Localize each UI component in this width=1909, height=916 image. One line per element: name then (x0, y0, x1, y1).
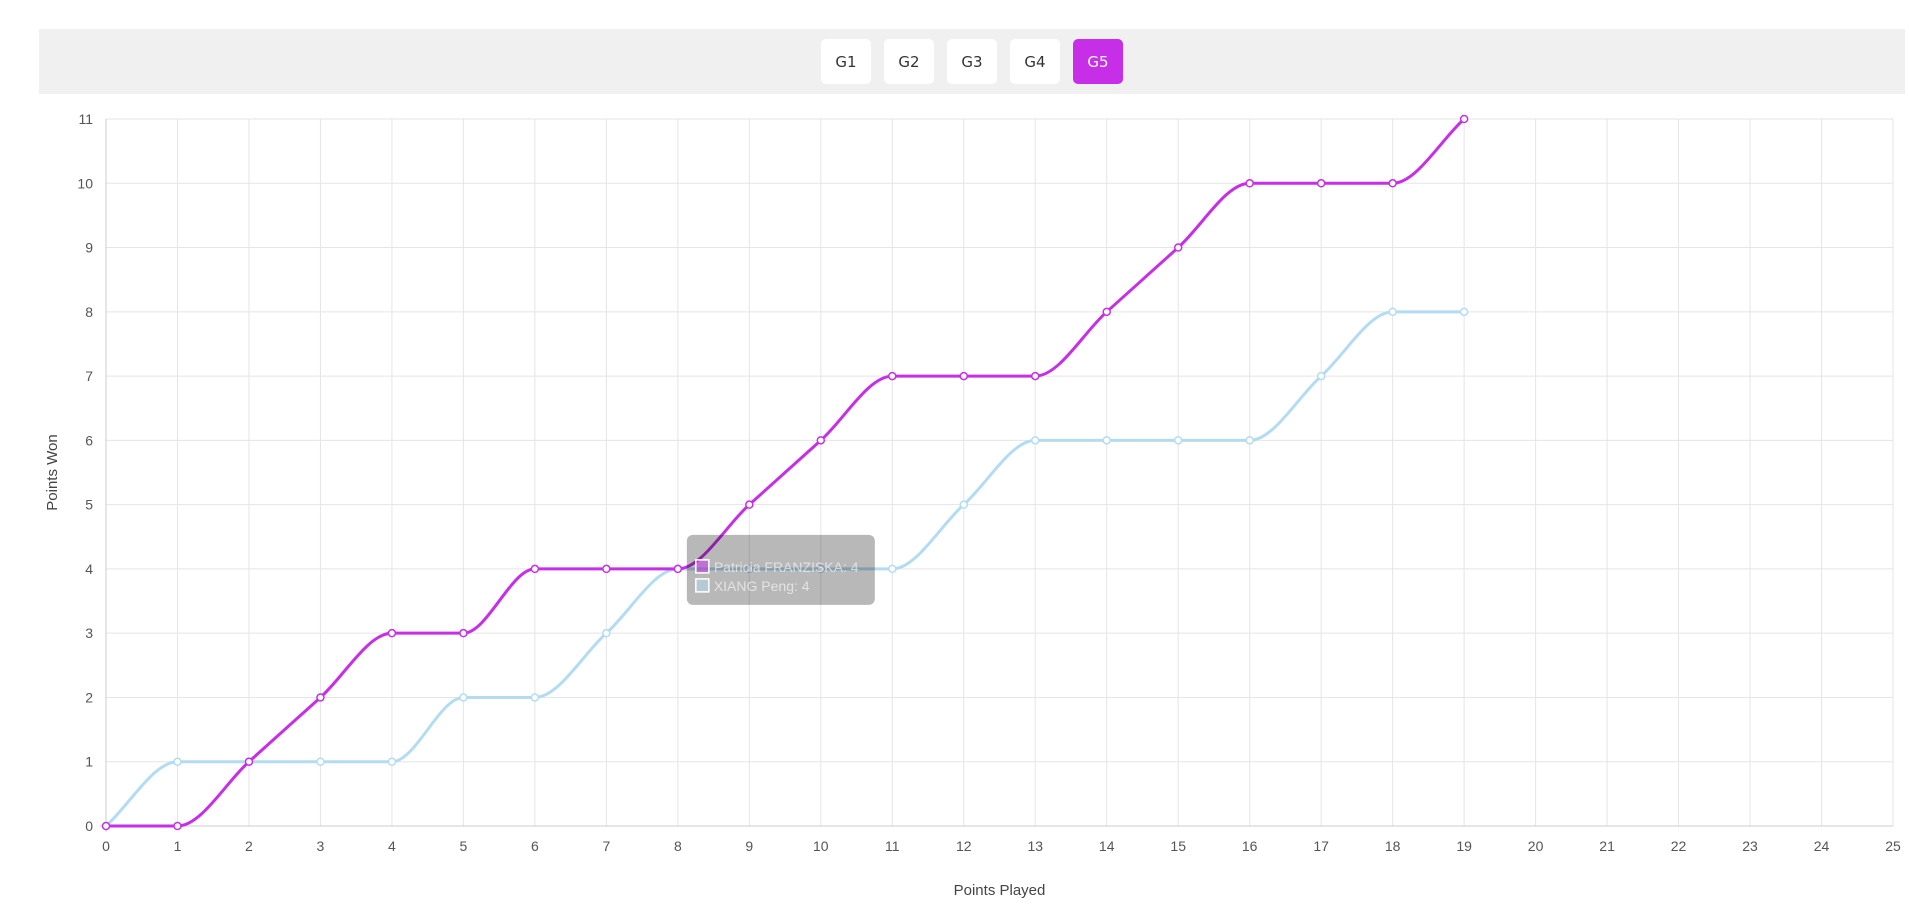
series-0-point (603, 565, 610, 572)
x-tick-label: 17 (1313, 838, 1329, 854)
series-1-point (460, 694, 467, 701)
y-tick-label: 3 (85, 625, 93, 641)
x-tick-label: 25 (1885, 838, 1901, 854)
x-tick-label: 20 (1528, 838, 1544, 854)
x-tick-label: 4 (388, 838, 396, 854)
x-tick-label: 21 (1599, 838, 1615, 854)
series-1-point (603, 630, 610, 637)
x-tick-label: 16 (1242, 838, 1258, 854)
series-0-point (388, 630, 395, 637)
x-tick-label: 8 (674, 838, 682, 854)
x-tick-label: 15 (1170, 838, 1186, 854)
series-0-point (1032, 373, 1039, 380)
x-tick-label: 12 (956, 838, 972, 854)
x-tick-label: 9 (745, 838, 753, 854)
series-1-point (174, 758, 181, 765)
y-tick-label: 6 (85, 432, 93, 448)
series-1-point (531, 694, 538, 701)
series-0-point (817, 437, 824, 444)
x-tick-label: 14 (1099, 838, 1115, 854)
series-0-point (1389, 180, 1396, 187)
tooltip-entry: Patricia FRANZISKA: 4 (714, 559, 859, 575)
x-tick-label: 1 (174, 838, 182, 854)
y-axis-title: Points Won (44, 434, 61, 510)
x-tick-label: 23 (1742, 838, 1758, 854)
series-1-point (1461, 308, 1468, 315)
series-1-point (388, 758, 395, 765)
y-tick-label: 8 (85, 304, 93, 320)
x-tick-label: 24 (1814, 838, 1830, 854)
y-tick-label: 11 (78, 111, 93, 127)
series-0-point (1461, 116, 1468, 123)
y-tick-label: 0 (85, 818, 93, 834)
y-tick-label: 1 (85, 754, 93, 770)
series-1-point (1032, 437, 1039, 444)
x-axis-title: Points Played (954, 882, 1046, 899)
series-0-point (1103, 308, 1110, 315)
series-1-point (1246, 437, 1253, 444)
series-1-point (1175, 437, 1182, 444)
series-0-point (746, 501, 753, 508)
x-tick-label: 10 (813, 838, 829, 854)
x-tick-label: 11 (885, 838, 900, 854)
y-tick-label: 5 (85, 497, 93, 513)
x-tick-label: 3 (317, 838, 325, 854)
series-0-point (674, 565, 681, 572)
series-1-point (317, 758, 324, 765)
series-line-0 (106, 119, 1464, 826)
series-0-point (245, 758, 252, 765)
x-tick-label: 2 (245, 838, 253, 854)
x-tick-label: 13 (1027, 838, 1043, 854)
series-0-point (889, 373, 896, 380)
x-tick-label: 6 (531, 838, 539, 854)
series-0-point (531, 565, 538, 572)
series-0-point (317, 694, 324, 701)
series-0-point (1318, 180, 1325, 187)
x-tick-label: 22 (1671, 838, 1687, 854)
series-1-point (1389, 308, 1396, 315)
x-tick-label: 19 (1456, 838, 1472, 854)
x-tick-label: 5 (460, 838, 468, 854)
tooltip-swatch (696, 560, 709, 573)
x-tick-label: 0 (102, 838, 110, 854)
series-0-point (960, 373, 967, 380)
y-tick-label: 2 (85, 689, 93, 705)
tooltip-entry: XIANG Peng: 4 (714, 578, 810, 594)
series-1-point (889, 565, 896, 572)
y-tick-label: 7 (85, 368, 93, 384)
y-tick-label: 10 (77, 175, 93, 191)
x-tick-label: 18 (1385, 838, 1401, 854)
series-0-point (1175, 244, 1182, 251)
series-1-point (960, 501, 967, 508)
y-tick-label: 4 (85, 561, 93, 577)
series-0-point (460, 630, 467, 637)
series-1-point (1318, 373, 1325, 380)
series-0-point (103, 823, 110, 830)
tooltip-swatch (696, 579, 709, 592)
series-0-point (1246, 180, 1253, 187)
series-0-point (174, 823, 181, 830)
y-tick-label: 9 (85, 240, 93, 256)
series-1-point (1103, 437, 1110, 444)
x-tick-label: 7 (602, 838, 610, 854)
